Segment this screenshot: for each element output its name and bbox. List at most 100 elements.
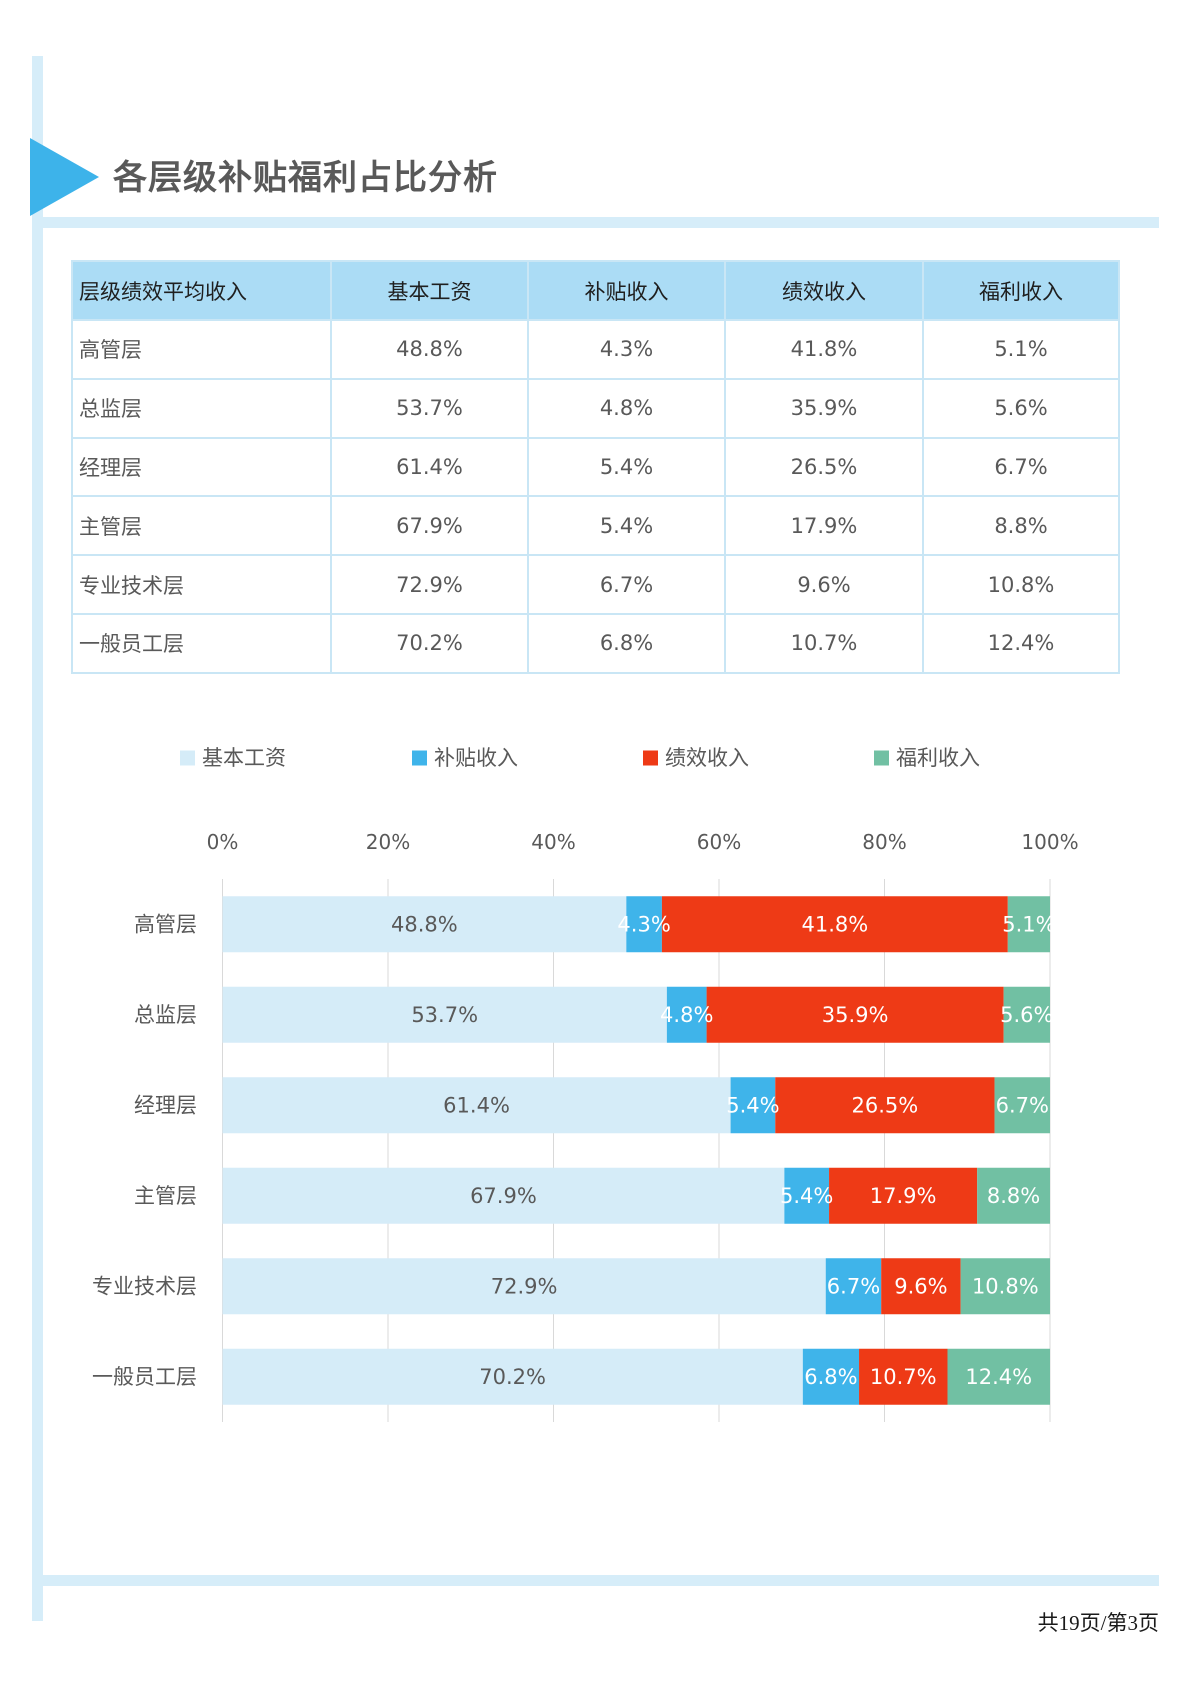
data-label-value: 6.7 [827, 1274, 860, 1298]
footer-divider-band [32, 1575, 1159, 1586]
data-label-unit: % [1012, 1365, 1032, 1389]
bar-allowance-row-3 [730, 1077, 776, 1134]
bar-base-salary-row-3 [222, 1077, 731, 1134]
bar-performance-row-4 [829, 1167, 978, 1224]
data-label-unit: % [917, 1365, 937, 1389]
data-label-unit: % [898, 1093, 918, 1117]
left-decorative-band [32, 56, 43, 1621]
data-label-value: 26.5 [852, 1093, 899, 1117]
data-label: 5.1% [1002, 912, 1055, 936]
bar-welfare-row-4 [977, 1167, 1050, 1224]
data-label-unit: % [458, 1003, 478, 1027]
data-label-value: 5.4 [780, 1184, 813, 1208]
table-cell: 70.2% [330, 612, 529, 674]
table-row: 高管层 48.8% 4.3% 41.8% 5.1% [71, 319, 1120, 380]
data-label-value: 12.4 [965, 1365, 1012, 1389]
data-label: 70.2% [479, 1365, 546, 1389]
category-label: 总监层 [134, 1003, 197, 1027]
table-cell: 9.6% [724, 554, 924, 615]
legend-swatch [180, 750, 195, 766]
data-label: 4.3% [617, 912, 670, 936]
page-title: 各层级补贴福利占比分析 [113, 158, 498, 198]
data-label: 17.9% [870, 1184, 937, 1208]
data-label: 8.8% [987, 1184, 1040, 1208]
data-label-value: 5.6 [1000, 1003, 1033, 1027]
data-label-value: 4.8 [660, 1003, 693, 1027]
table-cell: 17.9% [724, 495, 924, 557]
table-cell: 10.8% [922, 554, 1120, 615]
legend-swatch [874, 750, 889, 766]
data-label: 26.5% [852, 1093, 919, 1117]
data-label-unit: % [860, 1274, 880, 1298]
data-label: 12.4% [965, 1365, 1032, 1389]
table-cell: 6.7% [922, 436, 1120, 498]
data-label-value: 61.4 [443, 1093, 490, 1117]
data-label-unit: % [490, 1093, 510, 1117]
category-label: 一般员工层 [92, 1365, 197, 1389]
data-label-unit: % [517, 1184, 537, 1208]
x-tick-label: 80% [862, 830, 906, 854]
data-label: 53.7% [411, 1003, 478, 1027]
table-cell: 5.1% [922, 319, 1120, 380]
data-label-value: 10.8 [972, 1274, 1019, 1298]
table-head: 层级绩效平均收入 基本工资 补贴收入 绩效收入 福利收入 [71, 260, 1120, 321]
row-label: 经理层 [71, 436, 332, 498]
table-row: 主管层 67.9% 5.4% 17.9% 8.8% [71, 495, 1120, 557]
data-label-value: 35.9 [822, 1003, 869, 1027]
data-label-value: 41.8 [801, 912, 848, 936]
data-label: 5.4% [780, 1184, 833, 1208]
bar-performance-row-5 [881, 1258, 961, 1315]
data-label-unit: % [1020, 1184, 1040, 1208]
legend-item-allowance: 补贴收入 [412, 746, 518, 770]
x-axis: 0% 20% 40% 60% 80% 100% [207, 830, 1079, 1422]
table-cell: 26.5% [724, 436, 924, 498]
column-header-cell: 基本工资 [330, 260, 529, 321]
stacked-bar-chart: 基本工资 补贴收入 绩效收入 福利收入 0% 20% 40% 60% 80% 100% 高管层 48.… [92, 746, 1079, 1422]
legend-swatch [643, 750, 658, 766]
bar-allowance-row-2 [666, 986, 707, 1043]
table-header-row: 层级绩效平均收入 基本工资 补贴收入 绩效收入 福利收入 [71, 260, 1120, 321]
data-label: 6.8% [804, 1365, 857, 1389]
legend-item-base-salary: 基本工资 [180, 746, 286, 770]
legend-label: 福利收入 [896, 746, 980, 770]
data-label: 35.9% [822, 1003, 889, 1027]
legend-swatch [412, 750, 427, 766]
table-cell: 53.7% [330, 377, 529, 439]
table-cell: 72.9% [330, 554, 529, 615]
table-row: 一般员工层 70.2% 6.8% 10.7% 12.4% [71, 612, 1120, 674]
bar-performance-row-2 [706, 986, 1004, 1043]
bar-welfare-row-5 [960, 1258, 1050, 1315]
bar-base-salary-row-6 [222, 1348, 803, 1405]
data-label-unit: % [1036, 912, 1056, 936]
x-tick-label: 100% [1021, 830, 1078, 854]
bar-allowance-row-5 [825, 1258, 882, 1315]
table-cell: 6.8% [527, 612, 726, 674]
row-label: 专业技术层 [71, 554, 332, 615]
table-cell: 61.4% [330, 436, 529, 498]
data-label-unit: % [693, 1003, 713, 1027]
table-cell: 12.4% [922, 612, 1120, 674]
data-label-unit: % [1034, 1003, 1054, 1027]
table-body: 高管层 48.8% 4.3% 41.8% 5.1% 总监层 53.7% 4.8% 35.9% 5.… [71, 319, 1120, 674]
table-cell: 5.4% [527, 436, 726, 498]
legend-item-performance: 绩效收入 [643, 746, 749, 770]
income-ratio-table: 层级绩效平均收入 基本工资 补贴收入 绩效收入 福利收入 高管层 48.8% 4.3% 41.… [71, 260, 1120, 674]
data-label: 72.9% [491, 1274, 558, 1298]
bar-allowance-row-1 [626, 896, 662, 953]
table-cell: 4.8% [527, 377, 726, 439]
data-label-value: 48.8 [391, 912, 438, 936]
bar-performance-row-3 [775, 1077, 995, 1134]
row-label: 高管层 [71, 319, 332, 380]
category-label: 高管层 [134, 912, 197, 936]
bar-allowance-row-6 [802, 1348, 860, 1405]
data-label-value: 10.7 [870, 1365, 917, 1389]
data-label-value: 67.9 [470, 1184, 517, 1208]
table-row: 经理层 61.4% 5.4% 26.5% 6.7% [71, 436, 1120, 498]
data-label: 67.9% [470, 1184, 537, 1208]
title-triangle-icon [30, 138, 99, 216]
data-label-value: 9.6 [894, 1274, 927, 1298]
bar-base-salary-row-1 [222, 896, 627, 953]
bars: 高管层 48.8% 4.3% 41.8% 5.1%总监层 53.7% 4.8% 35.9% 5.… [92, 896, 1056, 1405]
data-label-unit: % [760, 1093, 780, 1117]
table-cell: 48.8% [330, 319, 529, 380]
